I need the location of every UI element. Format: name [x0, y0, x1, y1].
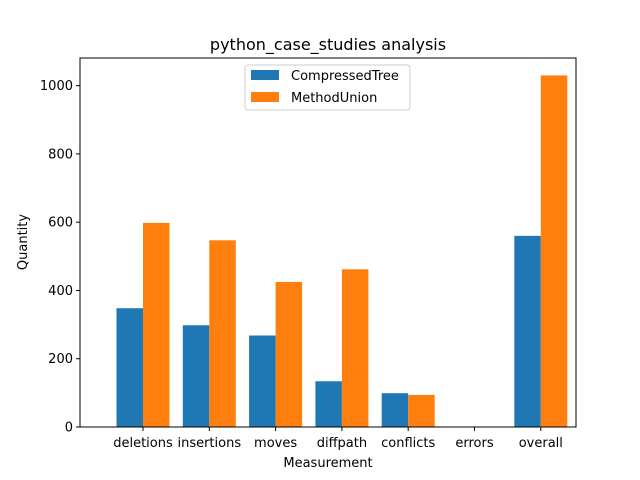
bar-MethodUnion-conflicts [408, 394, 435, 427]
x-tick-label: deletions [113, 436, 173, 451]
bar-CompressedTree-diffpath [315, 381, 342, 427]
bar-CompressedTree-conflicts [381, 393, 409, 427]
x-tick-label: overall [519, 436, 563, 451]
y-tick-label: 400 [48, 284, 73, 299]
x-tick-label: diffpath [317, 436, 367, 451]
bar-MethodUnion-moves [275, 281, 303, 427]
x-axis-title: Measurement [283, 456, 372, 471]
y-tick-label: 1000 [40, 79, 73, 94]
legend: CompressedTree MethodUnion [244, 64, 411, 111]
bar-CompressedTree-moves [249, 335, 276, 427]
x-tick-label: errors [455, 436, 493, 451]
y-axis: 0 200 400 600 800 1000 [40, 79, 80, 436]
bar-CompressedTree-overall [514, 235, 541, 427]
y-tick-label: 600 [48, 216, 73, 231]
plot-frame [79, 57, 577, 428]
bar-MethodUnion-insertions [209, 240, 236, 427]
bar-CompressedTree-deletions [116, 308, 143, 427]
x-axis: deletions insertions moves diffpath conflict… [113, 427, 563, 451]
y-tick-label: 200 [48, 352, 73, 367]
bar-CompressedTree-insertions [182, 325, 210, 427]
legend-swatch-CompressedTree [251, 70, 279, 80]
y-axis-title: Quantity [16, 214, 31, 270]
legend-swatch-MethodUnion [251, 92, 279, 102]
x-tick-label: conflicts [381, 436, 435, 451]
y-tick-label: 800 [48, 147, 73, 162]
x-tick-label: insertions [177, 436, 241, 451]
legend-label-CompressedTree: CompressedTree [291, 69, 399, 84]
y-tick-label: 0 [65, 421, 73, 436]
legend-box [244, 64, 411, 111]
bars-layer [116, 75, 568, 428]
legend-label-MethodUnion: MethodUnion [291, 91, 377, 106]
x-tick-label: moves [254, 436, 297, 451]
chart-title: python_case_studies analysis [210, 35, 446, 55]
bar-MethodUnion-deletions [143, 222, 170, 427]
bar-MethodUnion-overall [540, 75, 568, 428]
bar-MethodUnion-diffpath [341, 269, 369, 427]
